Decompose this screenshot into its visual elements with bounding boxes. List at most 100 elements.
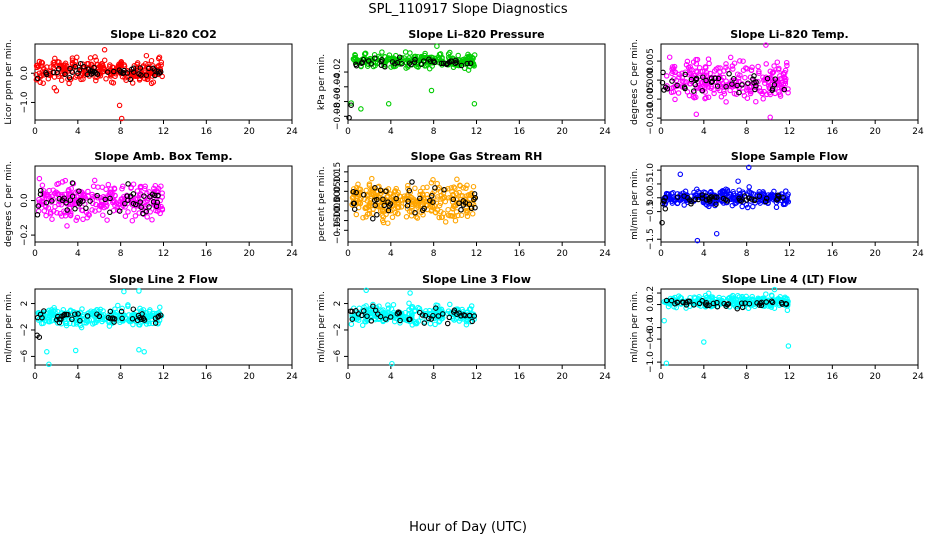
plot-frame (34, 43, 293, 121)
scatter-point (679, 84, 686, 90)
scatter-point (451, 184, 457, 190)
scatter-point (735, 178, 741, 184)
scatter-point (132, 213, 139, 219)
x-tick-label: 4 (75, 372, 81, 382)
scatter-point (76, 67, 83, 73)
scatter-point (363, 187, 369, 194)
x-tick-label: 4 (75, 127, 81, 137)
scatter-point (397, 193, 404, 200)
scatter-point (381, 202, 387, 209)
scatter-point (447, 213, 453, 219)
scatter-point (147, 193, 153, 200)
scatter-point (369, 202, 376, 209)
scatter-point (107, 195, 113, 202)
scatter-point (356, 189, 362, 196)
scatter-point (450, 196, 457, 203)
scatter-point (661, 87, 667, 93)
scatter-point (403, 214, 410, 220)
scatter-point (444, 320, 451, 327)
scatter-point (384, 194, 390, 200)
scatter-point (39, 182, 46, 189)
scatter-point (49, 216, 55, 222)
x-tick-label: 12 (784, 127, 795, 137)
scatter-point (77, 197, 84, 204)
scatter-point (699, 192, 706, 198)
scatter-point (668, 89, 675, 96)
scatter-point (89, 207, 95, 213)
scatter-point (66, 74, 73, 81)
scatter-point (104, 202, 110, 208)
scatter-point (408, 61, 414, 68)
scatter-point (457, 182, 463, 189)
scatter-point (129, 217, 136, 224)
scatter-point (152, 72, 158, 79)
scatter-point (108, 186, 114, 192)
scatter-point (81, 63, 87, 70)
scatter-point (694, 69, 700, 75)
x-tick-label: 16 (514, 249, 526, 259)
scatter-point (54, 69, 60, 76)
scatter-point (452, 60, 459, 67)
x-tick-label: 16 (514, 127, 526, 137)
scatter-point (402, 195, 408, 202)
scatter-point (676, 74, 682, 81)
scatter-point (40, 187, 47, 194)
scatter-point (689, 67, 695, 73)
scatter-point (442, 219, 449, 225)
x-tick-label: 16 (201, 127, 213, 137)
x-tick-label: 0 (658, 249, 664, 259)
scatter-point (711, 68, 718, 74)
scatter-point (152, 182, 159, 189)
scatter-point (386, 202, 393, 209)
scatter-point (438, 60, 445, 67)
scatter-point (130, 306, 137, 312)
scatter-point (144, 214, 150, 220)
scatter-point (467, 60, 474, 67)
scatter-point (107, 73, 114, 79)
scatter-point (718, 94, 725, 100)
scatter-point (432, 185, 438, 191)
scatter-point (96, 207, 102, 213)
scatter-point (662, 206, 669, 212)
scatter-point (116, 208, 123, 214)
y-axis-label: ml/min per min. (317, 291, 327, 363)
scatter-point (773, 204, 780, 211)
scatter-point (692, 196, 699, 203)
scatter-point (140, 210, 146, 217)
scatter-point (458, 212, 465, 218)
scatter-point (72, 206, 78, 212)
scatter-point (378, 59, 384, 65)
scatter-point (360, 192, 367, 198)
scatter-point (87, 55, 94, 61)
y-tick-label: 0.00 (333, 191, 343, 211)
scatter-point (666, 54, 673, 60)
scatter-point (774, 195, 781, 202)
scatter-point (406, 300, 412, 307)
y-tick-label: 0.15 (333, 162, 343, 182)
scatter-point (385, 220, 391, 226)
scatter-point (85, 188, 91, 195)
scatter-point (44, 191, 50, 198)
x-tick-label: 20 (556, 249, 568, 259)
scatter-point (782, 67, 789, 74)
scatter-point (684, 58, 691, 65)
scatter-point (91, 177, 98, 184)
scatter-point (111, 185, 118, 192)
scatter-point (685, 195, 691, 201)
scatter-point (360, 214, 366, 221)
scatter-point (767, 114, 773, 121)
x-tick-label: 8 (431, 127, 437, 137)
scatter-point (463, 185, 469, 192)
scatter-point (372, 193, 379, 200)
x-tick-label: 0 (345, 249, 351, 259)
panel-title: Slope Line 2 Flow (109, 273, 218, 286)
scatter-point (396, 204, 402, 211)
scatter-point (69, 55, 76, 61)
scatter-point (59, 197, 66, 204)
scatter-point (455, 52, 461, 59)
x-tick-label: 20 (869, 372, 881, 382)
x-tick-label: 8 (431, 372, 437, 382)
scatter-point (781, 74, 787, 81)
scatter-point (80, 76, 86, 82)
x-tick-label: 0 (32, 127, 38, 137)
